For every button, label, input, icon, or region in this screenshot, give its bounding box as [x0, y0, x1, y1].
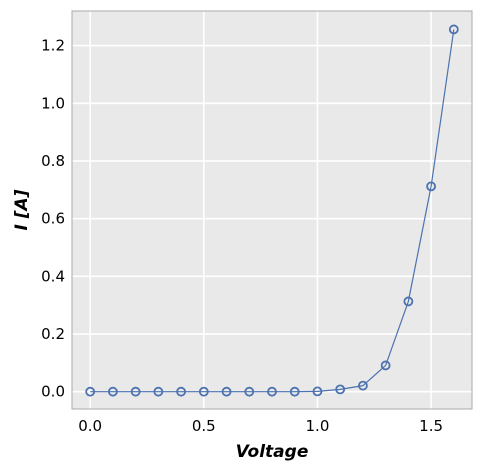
y-tick-label: 0.4 — [41, 267, 65, 285]
data-point — [426, 181, 436, 192]
y-tick-label: 0.6 — [41, 210, 65, 228]
x-tick-label: 0.5 — [192, 417, 216, 435]
y-tick-label: 1.2 — [41, 37, 65, 55]
y-tick-label: 0.8 — [41, 152, 65, 170]
y-axis-label: I [A] — [12, 189, 32, 230]
y-tick-label: 0.2 — [41, 325, 65, 343]
data-point — [380, 360, 391, 371]
data-point — [448, 24, 459, 35]
x-tick-label: 1.0 — [306, 417, 330, 435]
data-point — [244, 386, 255, 397]
plot-background — [72, 11, 472, 409]
data-point — [312, 386, 323, 397]
data-point — [289, 386, 300, 397]
data-point — [108, 386, 118, 397]
data-point — [176, 386, 186, 397]
data-point — [403, 296, 414, 307]
data-point — [198, 386, 209, 397]
data-point — [335, 384, 346, 395]
series-layer — [85, 24, 459, 397]
x-tick-label: 0.0 — [78, 417, 102, 435]
y-tick-label: 0.0 — [41, 383, 65, 401]
data-point — [267, 386, 277, 397]
x-tick-label: 1.5 — [419, 417, 443, 435]
y-tick-label: 1.0 — [41, 94, 65, 112]
data-point — [358, 380, 368, 391]
data-point — [221, 386, 232, 397]
series-line — [90, 29, 455, 393]
x-axis-label: Voltage — [236, 442, 309, 462]
data-point — [85, 386, 96, 397]
tick-labels: 0.0 0.5 1.0 1.5 0.0 0.2 0.4 0.6 0.8 1.0 1.2 — [41, 37, 443, 435]
data-point — [153, 386, 164, 397]
plot-frame — [71, 10, 473, 410]
data-point — [130, 386, 141, 397]
